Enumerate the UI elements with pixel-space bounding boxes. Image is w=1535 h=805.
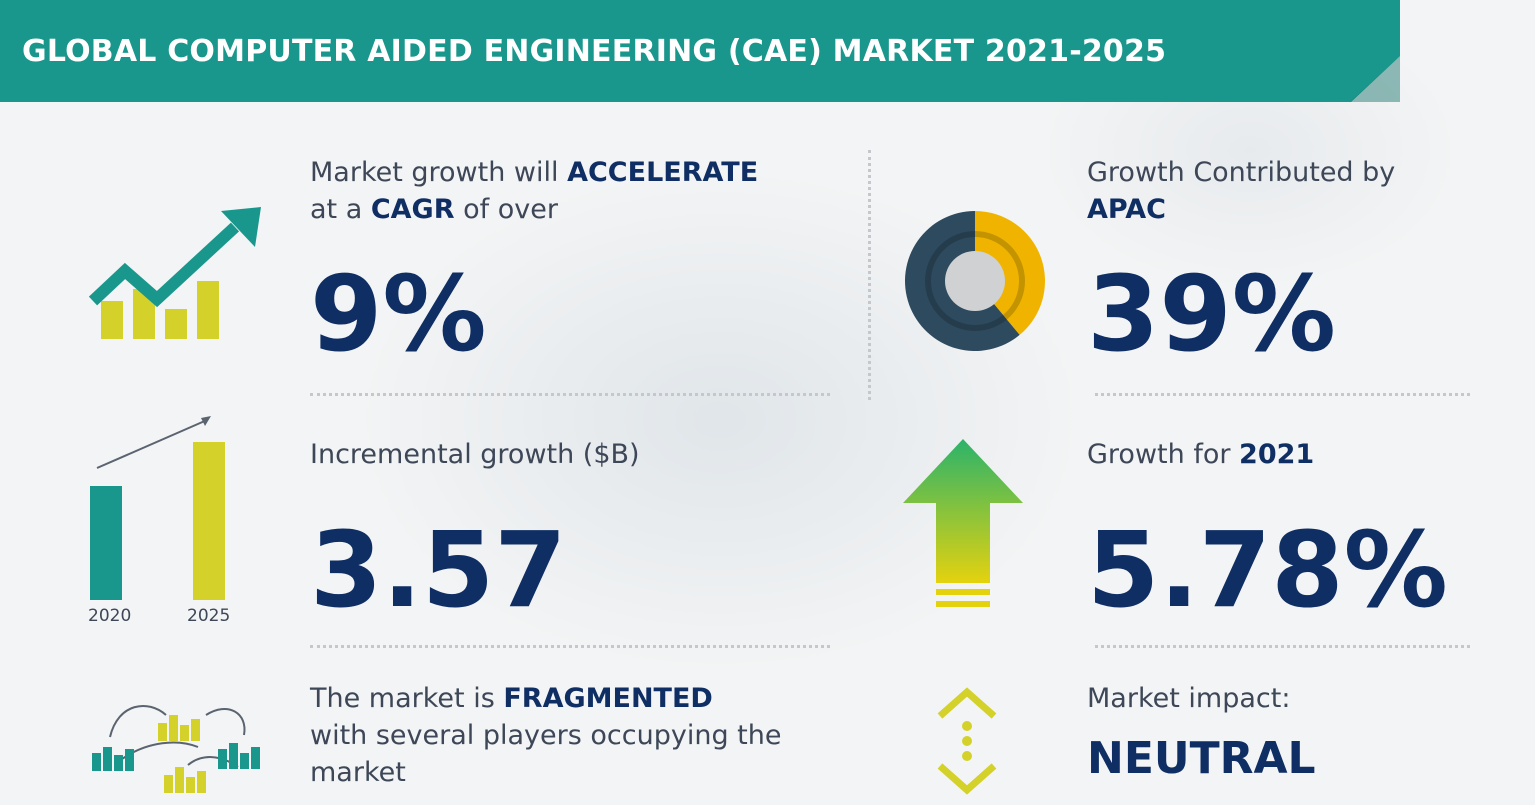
donut-chart-icon (905, 211, 1045, 351)
fragmented-text-2: with several players occupying the (310, 720, 782, 751)
cagr-label-cagr: CAGR (370, 194, 455, 225)
year-start-label: 2020 (88, 606, 132, 626)
page-title: GLOBAL COMPUTER AIDED ENGINEERING (CAE) … (22, 34, 1167, 69)
up-down-chevrons-icon (937, 687, 997, 795)
growth2021-value: 5.78% (1087, 509, 1448, 631)
column-divider (868, 150, 871, 400)
apac-value: 39% (1087, 253, 1336, 375)
apac-label-text: Growth Contributed by (1087, 157, 1396, 188)
fragmented-text-1: The market is (310, 683, 504, 714)
divider-left-1 (310, 393, 830, 396)
growth2021-label: Growth for 2021 (1087, 436, 1314, 473)
apac-label-bold: APAC (1087, 194, 1166, 225)
cagr-label-text-1: Market growth will (310, 157, 568, 188)
cagr-label-text-3: of over (454, 194, 558, 225)
donut-inner-ring (925, 231, 1025, 331)
growth2021-label-text: Growth for (1087, 439, 1240, 470)
cagr-label-text-2: at a (310, 194, 371, 225)
trend-up-bars-icon (88, 207, 261, 339)
network-bars-icon (92, 705, 260, 793)
bar-comparison-icon (90, 416, 225, 600)
impact-label: Market impact: (1087, 683, 1291, 714)
cagr-label-accelerate: ACCELERATE (567, 157, 759, 188)
growth2021-label-year: 2021 (1239, 439, 1315, 470)
cagr-label: Market growth will ACCELERATE at a CAGR … (310, 154, 758, 228)
fragmented-text-3: market (310, 757, 406, 788)
impact-value: NEUTRAL (1087, 733, 1316, 784)
divider-left-2 (310, 645, 830, 648)
up-arrow-icon (903, 439, 1023, 607)
divider-right-1 (1095, 393, 1470, 396)
fragmented-label: The market is FRAGMENTED with several pl… (310, 680, 781, 791)
apac-label: Growth Contributed by APAC (1087, 154, 1395, 228)
year-end-label: 2025 (187, 606, 231, 626)
incremental-label: Incremental growth ($B) (310, 439, 640, 470)
fragmented-bold: FRAGMENTED (503, 683, 713, 714)
incremental-value: 3.57 (310, 509, 567, 631)
donut-center (945, 251, 1005, 311)
title-banner (0, 0, 1400, 102)
divider-right-2 (1095, 645, 1470, 648)
cagr-value: 9% (310, 253, 487, 375)
donut-slice-apac (975, 211, 1045, 335)
